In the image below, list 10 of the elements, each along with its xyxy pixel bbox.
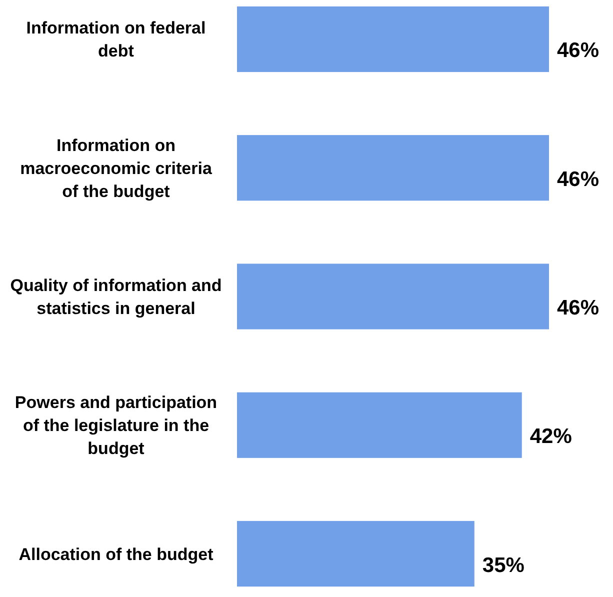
y-tick-label: Information on federal debt [26,18,206,61]
y-tick-label: Powers and participation of the legislature in the budget [14,393,218,458]
data-label: 46% [557,39,600,62]
data-label: 42% [530,425,572,448]
data-label: 46% [557,168,600,191]
y-tick-label: Information on macroeconomic criteria of the budget [20,136,212,201]
data-label: 46% [557,296,600,320]
y-tick-label: Quality of information and statistics in general [10,276,222,318]
data-label: 35% [482,554,525,577]
y-tick-label: Allocation of the budget [18,544,214,564]
